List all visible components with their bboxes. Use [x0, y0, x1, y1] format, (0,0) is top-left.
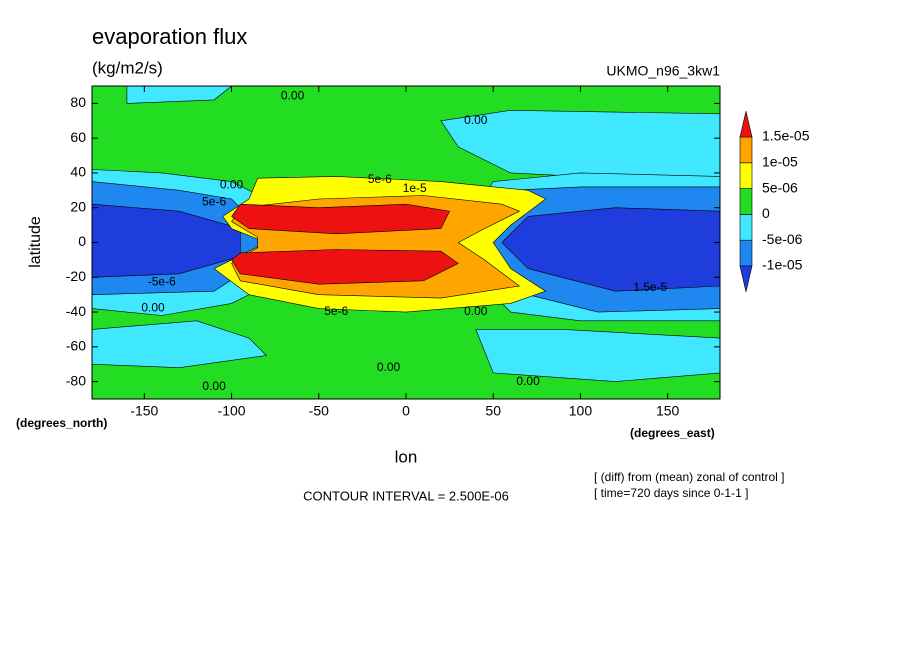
x-tick-label: 0: [402, 403, 410, 419]
contour-interval: CONTOUR INTERVAL = 2.500E-06: [303, 488, 509, 503]
y-unit: (degrees_north): [16, 416, 107, 430]
x-tick-label: -50: [309, 403, 329, 419]
colorbar-top: [739, 111, 753, 138]
contour-label: -5e-6: [148, 275, 176, 289]
contour-region: [231, 249, 459, 285]
contour-label: 0.00: [220, 177, 244, 191]
y-tick-label: 20: [70, 198, 86, 214]
contour-label: 0.00: [516, 374, 540, 388]
colorbar-label: -5e-06: [762, 231, 803, 247]
colorbar-label: 1.5e-05: [762, 128, 810, 144]
units: (kg/m2/s): [92, 58, 163, 77]
y-tick-label: 60: [70, 129, 86, 145]
contour-label: 5e-6: [202, 195, 226, 209]
contour-label: 1e-5: [403, 181, 427, 195]
contour-label: 5e-6: [324, 304, 348, 318]
chart-title: evaporation flux: [92, 24, 247, 49]
y-tick-label: 0: [78, 233, 86, 249]
dataset: UKMO_n96_3kw1: [606, 63, 720, 79]
contour-label: 0.00: [464, 304, 488, 318]
contour-region: [92, 320, 268, 369]
y-tick-label: 80: [70, 94, 86, 110]
colorbar-label: 1e-05: [762, 154, 798, 170]
x-tick-label: 150: [656, 403, 680, 419]
note: [ (diff) from (mean) zonal of control ]: [594, 470, 785, 484]
y-tick-label: -40: [66, 303, 86, 319]
x-axis-label: lon: [395, 447, 418, 466]
contour-label: 0.00: [141, 301, 165, 315]
colorbar-box: [739, 214, 753, 241]
y-axis-label: latitude: [27, 216, 44, 268]
contour-label: 1.5e-5: [633, 280, 667, 294]
colorbar-label: 0: [762, 205, 770, 221]
contour-label: 0.00: [281, 89, 305, 103]
y-tick-label: -80: [66, 372, 86, 388]
colorbar-box: [739, 136, 753, 164]
colorbar-box: [739, 239, 753, 267]
contour-label: 0.00: [202, 379, 226, 393]
y-tick-label: 40: [70, 164, 86, 180]
colorbar-bottom: [739, 265, 753, 292]
contour-region: [501, 207, 720, 292]
y-tick-label: -60: [66, 338, 86, 354]
colorbar-box: [739, 188, 753, 215]
x-tick-label: -150: [130, 403, 158, 419]
contour-label: 0.00: [377, 360, 401, 374]
x-tick-label: 50: [485, 403, 501, 419]
colorbar-label: 5e-06: [762, 179, 798, 195]
note: [ time=720 days since 0-1-1 ]: [594, 486, 748, 500]
contour-region: [126, 86, 233, 104]
x-tick-label: -100: [218, 403, 246, 419]
contour-label: 5e-6: [368, 172, 392, 186]
x-unit: (degrees_east): [630, 426, 715, 440]
contour-region: [231, 203, 451, 235]
contour-region: [475, 329, 720, 382]
x-tick-label: 100: [569, 403, 593, 419]
field: 0.00 0.00 0.00 0.00 0.00 0.00 0.00 5e-6 1e-5 5e-6…: [92, 86, 720, 399]
y-tick-label: -20: [66, 268, 86, 284]
colorbar-label: -1e-05: [762, 257, 803, 273]
contour-label: 0.00: [464, 113, 488, 127]
colorbar-box: [739, 162, 753, 189]
